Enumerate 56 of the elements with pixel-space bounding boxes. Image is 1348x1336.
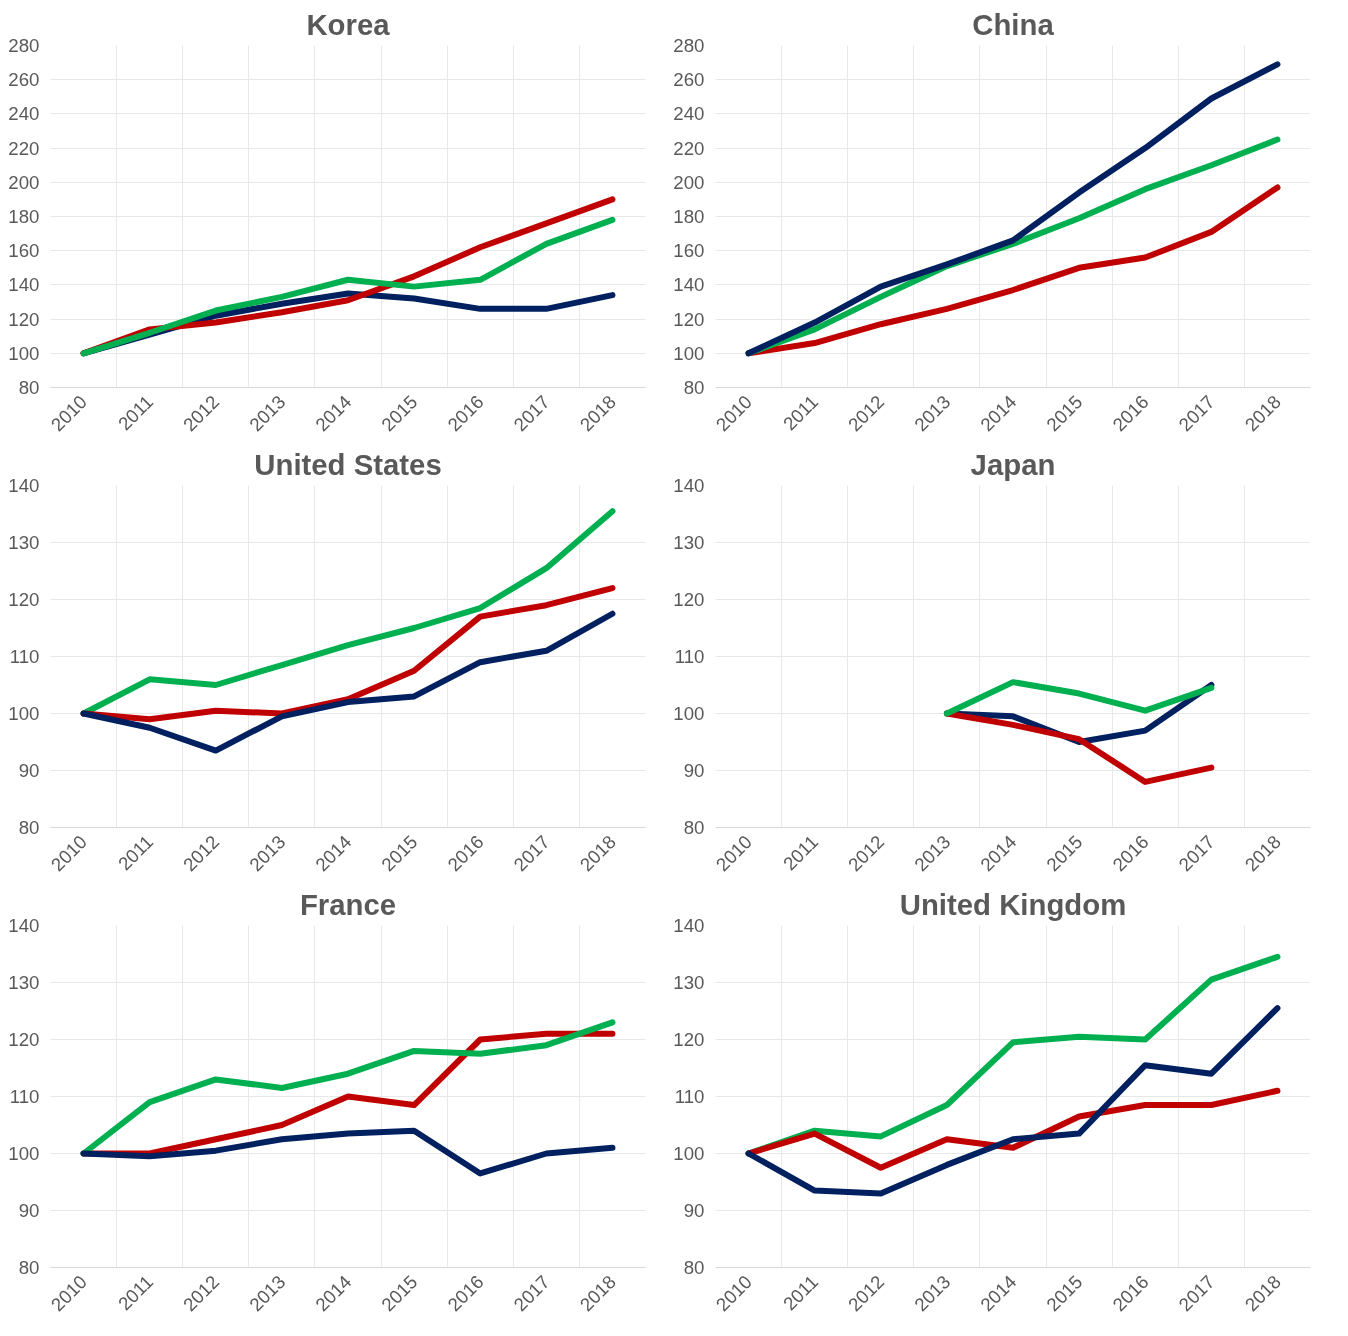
chart-title: United Kingdom (899, 887, 1127, 921)
y-tick-label: 90 (683, 1200, 705, 1221)
y-tick-label: 80 (18, 817, 40, 838)
y-tick-label: 180 (673, 206, 705, 227)
y-tick-label: 110 (674, 646, 705, 667)
y-tick-label: 90 (683, 760, 705, 781)
y-tick-label: 280 (673, 35, 705, 56)
chart-title: United States (254, 447, 442, 481)
y-tick-label: 120 (8, 589, 40, 610)
y-tick-label: 160 (673, 240, 705, 262)
y-tick-label: 80 (683, 1257, 705, 1278)
y-tick-label: 260 (673, 69, 705, 91)
y-tick-label: 120 (8, 1029, 40, 1050)
y-tick-label: 260 (8, 69, 40, 91)
y-tick-label: 120 (8, 308, 40, 330)
y-tick-label: 120 (673, 589, 705, 610)
y-tick-label: 100 (8, 1143, 40, 1164)
y-tick-label: 90 (18, 1200, 40, 1221)
y-tick-label: 140 (673, 475, 705, 496)
y-tick-label: 130 (673, 532, 705, 553)
y-tick-label: 200 (8, 171, 40, 193)
chart-title: China (972, 7, 1055, 41)
y-tick-label: 160 (8, 240, 40, 262)
y-tick-label: 110 (9, 1086, 40, 1107)
y-tick-label: 100 (673, 703, 705, 724)
y-tick-label: 110 (9, 646, 40, 667)
y-tick-label: 140 (673, 274, 705, 296)
y-tick-label: 220 (673, 137, 705, 159)
y-tick-label: 130 (8, 532, 40, 553)
y-tick-label: 140 (8, 915, 40, 936)
chart-title: Japan (970, 447, 1056, 481)
y-tick-label: 100 (673, 1143, 705, 1164)
y-tick-label: 240 (673, 103, 705, 125)
y-tick-label: 140 (8, 475, 40, 496)
y-tick-label: 180 (8, 206, 40, 227)
y-tick-label: 130 (8, 972, 40, 993)
chart-title: Korea (306, 7, 391, 41)
y-tick-label: 80 (683, 377, 705, 398)
y-tick-label: 100 (673, 342, 705, 364)
y-tick-label: 80 (18, 377, 40, 398)
y-tick-label: 130 (673, 972, 705, 993)
y-tick-label: 140 (673, 915, 705, 936)
y-tick-label: 200 (673, 171, 705, 193)
y-tick-label: 220 (8, 137, 40, 159)
y-tick-label: 280 (8, 35, 40, 56)
y-tick-label: 100 (8, 703, 40, 724)
y-tick-label: 120 (673, 1029, 705, 1050)
y-tick-label: 120 (673, 308, 705, 330)
y-tick-label: 100 (8, 342, 40, 364)
y-tick-label: 140 (8, 274, 40, 296)
y-tick-label: 110 (674, 1086, 705, 1107)
y-tick-label: 240 (8, 103, 40, 125)
y-tick-label: 80 (18, 1257, 40, 1278)
y-tick-label: 80 (683, 817, 705, 838)
y-tick-label: 90 (18, 760, 40, 781)
chart-title: France (299, 887, 397, 921)
